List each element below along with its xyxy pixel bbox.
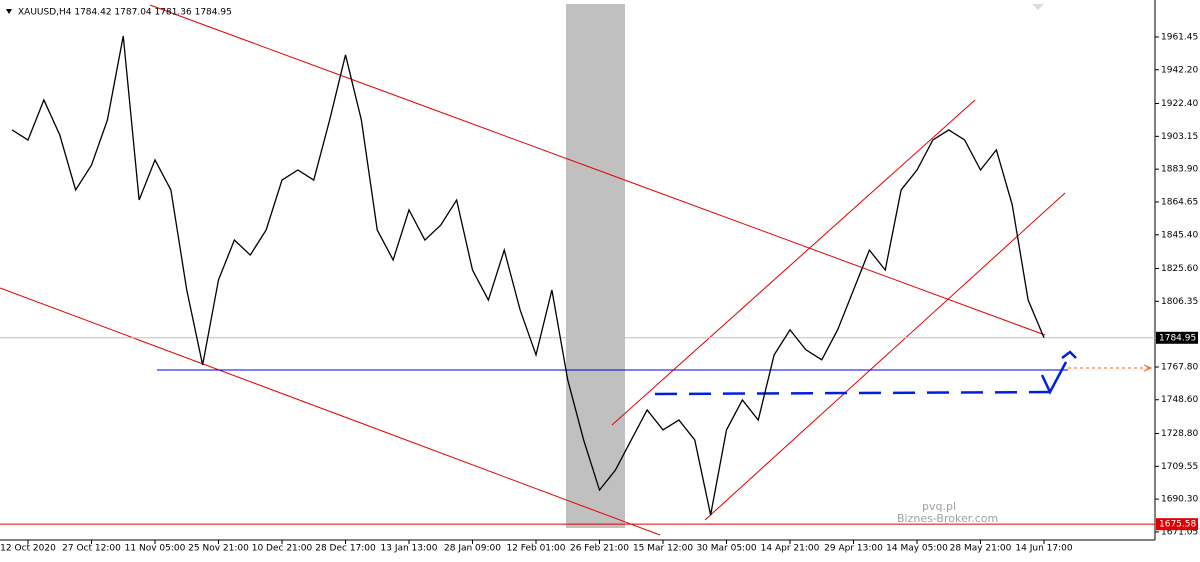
x-tick-label: 25 Nov 21:00 — [188, 544, 249, 554]
trend-line — [0, 287, 661, 536]
watermark: Biznes-Broker.com — [897, 512, 998, 525]
x-tick-label: 12 Oct 2020 — [0, 544, 56, 554]
y-tick-label: 1883.90 — [1161, 165, 1198, 175]
trend-line — [611, 99, 976, 426]
y-tick-label: 1903.15 — [1161, 132, 1198, 142]
price-label: 1784.95 — [1159, 333, 1196, 343]
x-tick-label: 29 Apr 13:00 — [824, 544, 883, 554]
x-tick-label: 14 Apr 21:00 — [761, 544, 820, 554]
x-tick-label: 30 Mar 05:00 — [696, 544, 756, 554]
chart-title: XAUUSD,H4 1784.42 1787.04 1781.36 1784.9… — [18, 8, 232, 18]
watermark: pvq.pl — [922, 500, 956, 513]
y-tick-label: 1942.20 — [1161, 65, 1198, 75]
y-tick-label: 1825.60 — [1161, 264, 1198, 274]
y-tick-label: 1728.80 — [1161, 429, 1198, 439]
price-label: 1675.58 — [1159, 520, 1196, 530]
y-tick-label: 1961.45 — [1161, 32, 1198, 42]
title-arrow — [6, 9, 12, 14]
y-tick-label: 1767.80 — [1161, 363, 1198, 373]
y-tick-label: 1748.60 — [1161, 395, 1198, 405]
x-tick-label: 28 Jan 09:00 — [444, 544, 501, 554]
x-tick-label: 10 Dec 21:00 — [252, 544, 313, 554]
price-box — [1156, 331, 1198, 344]
hand-arrow — [1040, 350, 1077, 395]
y-tick-label: 1671.05 — [1161, 527, 1198, 537]
x-tick-label: 13 Jan 13:00 — [381, 544, 438, 554]
y-tick-label: 1845.40 — [1161, 230, 1198, 240]
price-box — [1156, 518, 1198, 531]
y-tick-label: 1690.30 — [1161, 495, 1198, 505]
y-tick-label: 1922.40 — [1161, 99, 1198, 109]
y-tick-label: 1864.65 — [1161, 197, 1198, 207]
x-tick-label: 26 Feb 21:00 — [570, 544, 629, 554]
x-tick-label: 27 Oct 12:00 — [62, 544, 121, 554]
x-tick-label: 14 May 05:00 — [886, 544, 948, 554]
x-tick-label: 11 Nov 05:00 — [125, 544, 186, 554]
y-tick-label: 1806.35 — [1161, 297, 1198, 307]
shaded-region — [566, 4, 625, 528]
price-series — [11, 35, 1045, 516]
x-tick-label: 12 Feb 01:00 — [506, 544, 565, 554]
y-tick-label: 1709.55 — [1161, 462, 1198, 472]
x-tick-label: 28 Dec 17:00 — [315, 544, 376, 554]
x-tick-label: 28 May 21:00 — [950, 544, 1012, 554]
x-tick-label: 14 Jun 17:00 — [1015, 544, 1072, 554]
trend-line — [704, 192, 1066, 521]
x-tick-label: 15 Mar 12:00 — [633, 544, 693, 554]
trend-line — [149, 4, 1046, 336]
arrow-head — [1143, 364, 1153, 372]
marker — [1032, 4, 1044, 10]
